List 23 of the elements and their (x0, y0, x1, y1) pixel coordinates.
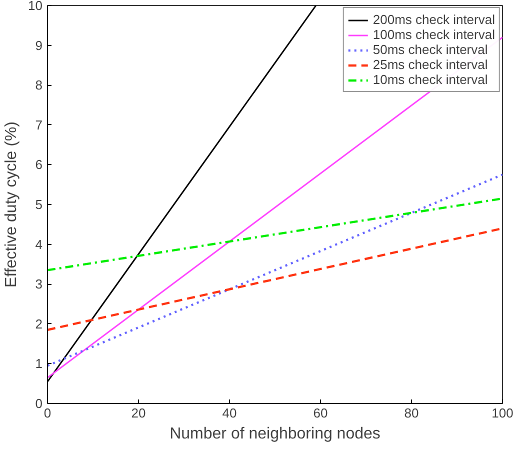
y-tick-label: 1 (35, 356, 43, 372)
legend-label: 25ms check interval (372, 57, 488, 72)
x-tick-label: 40 (222, 406, 237, 420)
y-tick-label: 5 (35, 197, 43, 212)
y-tick-label: 7 (35, 117, 43, 132)
legend-label: 100ms check interval (372, 27, 495, 42)
y-tick-label: 3 (35, 276, 43, 292)
y-tick-label: 0 (35, 396, 43, 411)
x-tick-label: 80 (404, 406, 419, 420)
y-tick-label: 8 (35, 78, 43, 93)
y-tick-label: 4 (35, 236, 43, 252)
legend-label: 200ms check interval (372, 12, 495, 27)
y-tick-label: 2 (35, 316, 43, 332)
legend-label: 50ms check interval (372, 42, 488, 57)
y-tick-label: 9 (35, 38, 43, 53)
y-axis-title: Effective duty cycle (%) (3, 122, 20, 288)
x-axis-title: Number of neighboring nodes (170, 426, 380, 442)
x-tick-label: 60 (313, 406, 328, 420)
x-tick-label: 20 (131, 406, 146, 420)
x-tick-label: 100 (492, 406, 514, 420)
y-tick-label: 6 (35, 157, 43, 172)
legend-label: 10ms check interval (372, 72, 488, 87)
y-tick-label: 10 (28, 0, 43, 13)
